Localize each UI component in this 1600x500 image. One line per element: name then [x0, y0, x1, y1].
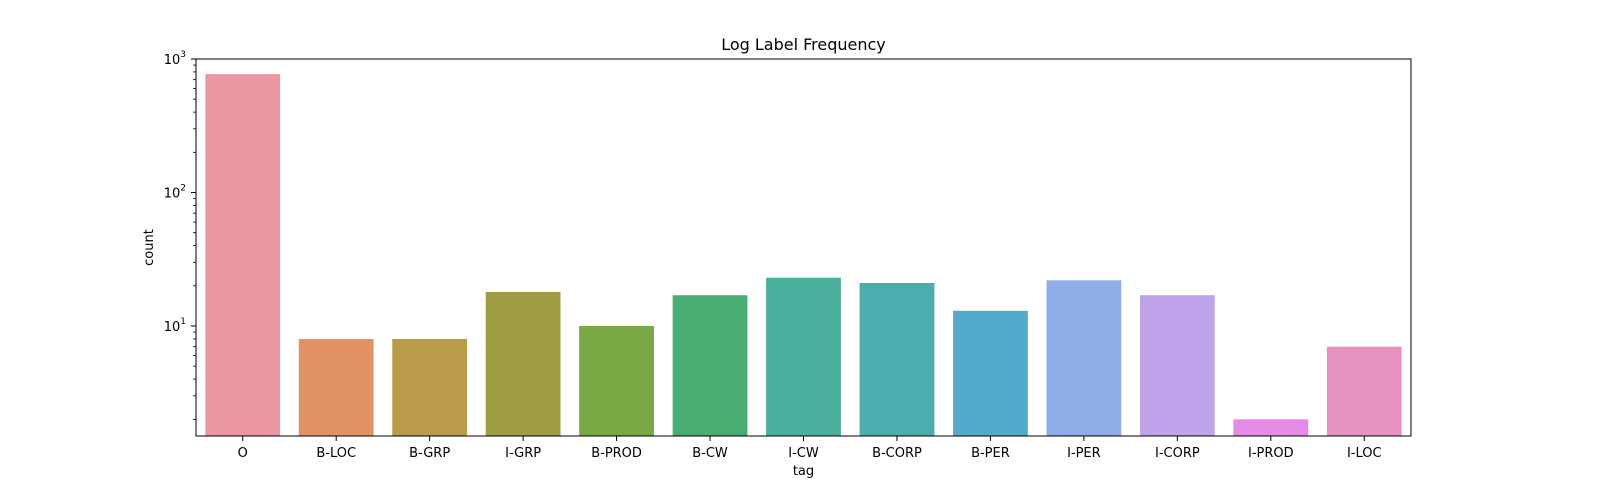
- bar-b-grp: [392, 338, 468, 436]
- x-tick-label: O: [238, 446, 248, 461]
- y-tick-label: 101: [164, 317, 186, 335]
- bar-b-loc: [298, 338, 374, 436]
- x-tick-label: I-LOC: [1347, 446, 1382, 461]
- bar-i-loc: [1326, 346, 1402, 436]
- x-tick-label: I-PER: [1067, 446, 1101, 461]
- x-axis-title: tag: [793, 464, 814, 479]
- bar-b-cw: [672, 295, 748, 436]
- bar-i-prod: [1233, 419, 1309, 436]
- x-tick-label: I-PROD: [1248, 446, 1294, 461]
- x-tick-label: B-CORP: [872, 446, 922, 461]
- bar-i-per: [1046, 280, 1122, 436]
- x-tick-label: B-PER: [971, 446, 1010, 461]
- x-tick-label: B-LOC: [316, 446, 356, 461]
- y-axis-ticks: 101 102 103: [164, 50, 196, 420]
- x-axis-ticks: O B-LOC B-GRP I-GRP B-PROD B-CW I-CW B-CORP B-PE…: [238, 436, 1382, 461]
- y-tick-label: 102: [164, 184, 186, 202]
- x-tick-label: I-CW: [788, 446, 819, 461]
- x-tick-label: B-PROD: [591, 446, 642, 461]
- bar-b-per: [953, 310, 1028, 436]
- x-tick-label: I-GRP: [505, 446, 541, 461]
- axes: 101 102 103 O B-LOC B-GRP I-GRP B-PROD B-CW I-CW…: [164, 50, 1382, 461]
- bar-b-prod: [579, 326, 654, 436]
- plot-frame: [195, 58, 1412, 437]
- x-tick-label: I-CORP: [1155, 446, 1200, 461]
- x-tick-label: B-CW: [692, 446, 728, 461]
- chart-title: Log Label Frequency: [721, 35, 886, 54]
- y-tick-label: 103: [164, 50, 186, 68]
- bar-i-corp: [1139, 295, 1215, 436]
- bar-i-grp: [485, 291, 561, 436]
- y-axis-title: count: [142, 229, 157, 266]
- bars: [205, 74, 1402, 437]
- x-tick-label: B-GRP: [409, 446, 450, 461]
- bar-i-cw: [766, 277, 841, 436]
- bar-b-corp: [859, 282, 935, 436]
- bar-o: [205, 74, 281, 437]
